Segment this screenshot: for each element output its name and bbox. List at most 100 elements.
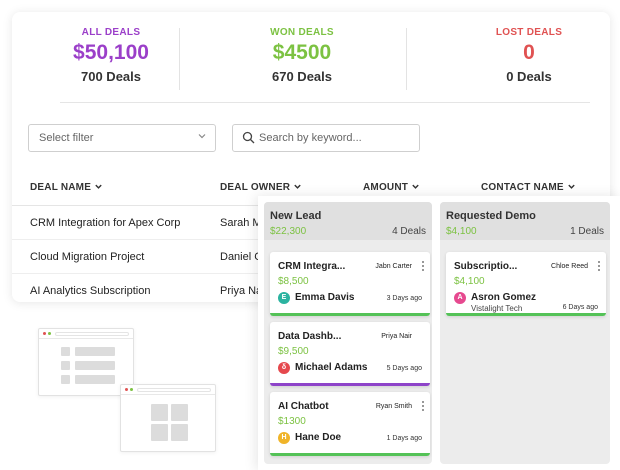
deal-name: AI Chatbot (278, 401, 329, 412)
column-title: Requested Demo (446, 210, 536, 222)
cell-deal-owner: Daniel C (220, 251, 263, 263)
contact-name: Hane Doe (295, 432, 342, 443)
grid-view-illustration (120, 384, 216, 452)
list-bullet (61, 375, 70, 384)
contact-name: Michael Adams (295, 362, 368, 373)
column-header-contact-name[interactable]: CONTACT NAME (481, 182, 576, 193)
avatar: H (278, 432, 290, 444)
list-line (75, 361, 115, 370)
stat-count: 700 Deals (81, 69, 141, 84)
chevron-down-icon (197, 131, 207, 144)
deal-owner: Chloe Reed (551, 263, 588, 270)
stat-value: $4500 (272, 41, 332, 64)
deal-amount: $4,100 (454, 276, 485, 287)
filter-placeholder: Select filter (39, 132, 94, 144)
stat-label: LOST DEALS (495, 27, 563, 38)
stat-divider (406, 28, 407, 90)
contact-name: Asron Gomez (471, 292, 537, 303)
list-bullet (61, 361, 70, 370)
deal-card[interactable]: AI Chatbot Ryan Smith $1300 H Hane Doe 1… (270, 392, 430, 456)
deal-name: Data Dashb... (278, 331, 342, 342)
column-header-label: CONTACT NAME (481, 182, 564, 193)
column-header-amount[interactable]: AMOUNT (363, 182, 420, 193)
deal-amount: $1300 (278, 416, 306, 427)
deal-card[interactable]: Subscriptio... Chloe Reed $4,100 A Asron… (446, 252, 606, 316)
stat-all-deals: ALL DEALS $50,100 700 Deals (31, 27, 191, 84)
column-header-label: AMOUNT (363, 182, 409, 193)
deal-name: CRM Integra... (278, 261, 346, 272)
stat-lost-deals: LOST DEALS 0 0 Deals (449, 27, 609, 84)
card-status-stripe (270, 453, 430, 456)
stat-won-deals: WON DEALS $4500 670 Deals (222, 27, 382, 84)
stat-divider (179, 28, 180, 90)
column-deal-count: 1 Deals (570, 226, 604, 237)
column-total: $22,300 (270, 226, 307, 237)
grid-tile (171, 404, 188, 421)
window-address-bar (137, 388, 211, 392)
window-titlebar (39, 329, 133, 339)
column-header: New Lead $22,300 4 Deals (264, 202, 432, 240)
kanban-column-requested-demo: Requested Demo $4,100 1 Deals Subscripti… (440, 202, 610, 464)
company-name: Vistalight Tech (471, 304, 523, 313)
stat-count: 0 Deals (506, 69, 552, 84)
table-row[interactable]: AI Analytics Subscription Priya Na (12, 274, 610, 302)
stats-divider (60, 102, 590, 103)
list-line (75, 347, 115, 356)
column-deal-count: 4 Deals (392, 226, 426, 237)
more-options-icon[interactable] (422, 401, 424, 411)
cell-deal-owner: Sarah Mi (220, 217, 265, 229)
column-title: New Lead (270, 210, 322, 222)
deal-date: 3 Days ago (386, 295, 422, 302)
stat-value: 0 (523, 41, 535, 64)
chevron-down-icon (568, 184, 575, 189)
more-options-icon[interactable] (422, 261, 424, 271)
window-address-bar (55, 332, 129, 336)
deal-name: Subscriptio... (454, 261, 518, 272)
grid-tile (151, 404, 168, 421)
kanban-board: New Lead $22,300 4 Deals CRM Integra... … (258, 196, 620, 470)
deal-amount: $9,500 (278, 346, 309, 357)
more-options-icon[interactable] (598, 261, 600, 271)
list-line (75, 375, 115, 384)
cell-deal-owner: Priya Na (220, 285, 263, 297)
deal-date: 5 Days ago (386, 365, 422, 372)
chevron-down-icon (95, 184, 102, 189)
deal-owner: Ryan Smith (375, 403, 412, 410)
deal-amount: $8,500 (278, 276, 309, 287)
deal-date: 1 Days ago (386, 435, 422, 442)
grid-tile (151, 424, 168, 441)
card-status-stripe (270, 313, 430, 316)
window-dot (130, 388, 133, 391)
avatar: δ (278, 362, 290, 374)
stat-value: $50,100 (73, 41, 149, 64)
search-input[interactable] (259, 129, 414, 147)
avatar: E (278, 292, 290, 304)
column-header: Requested Demo $4,100 1 Deals (440, 202, 610, 240)
kanban-column-new-lead: New Lead $22,300 4 Deals CRM Integra... … (264, 202, 432, 464)
window-dot (125, 388, 128, 391)
cell-deal-name: Cloud Migration Project (30, 251, 145, 263)
stat-label: WON DEALS (270, 27, 334, 38)
grid-tile (171, 424, 188, 441)
deal-card[interactable]: Data Dashb... Priya Nair $9,500 δ Michae… (270, 322, 430, 386)
list-bullet (61, 347, 70, 356)
list-view-illustration (38, 328, 134, 396)
window-dot (48, 332, 51, 335)
contact-name: Emma Davis (295, 292, 355, 303)
card-status-stripe (270, 383, 430, 386)
search-box (232, 124, 420, 152)
card-status-stripe (446, 313, 606, 316)
deal-card[interactable]: CRM Integra... Jabn Carter $8,500 E Emma… (270, 252, 430, 316)
column-total: $4,100 (446, 226, 477, 237)
column-header-deal-name[interactable]: DEAL NAME (30, 182, 103, 193)
chevron-down-icon (412, 184, 419, 189)
filter-select[interactable]: Select filter (28, 124, 216, 152)
stat-label: ALL DEALS (81, 27, 141, 38)
search-icon (242, 131, 255, 149)
cell-deal-name: AI Analytics Subscription (30, 285, 151, 297)
stat-count: 670 Deals (272, 69, 332, 84)
chevron-down-icon (294, 184, 301, 189)
column-header-deal-owner[interactable]: DEAL OWNER (220, 182, 302, 193)
column-header-label: DEAL OWNER (220, 182, 291, 193)
deal-stats: ALL DEALS $50,100 700 Deals WON DEALS $4… (12, 12, 610, 102)
